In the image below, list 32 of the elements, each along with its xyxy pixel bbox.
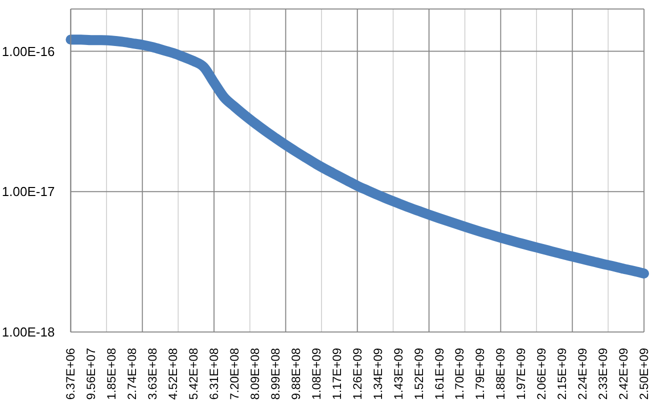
x-tick-label: 2.42E+09: [616, 348, 631, 400]
x-tick-label: 9.56E+07: [84, 348, 98, 400]
y-tick-label: 1.00E-18: [2, 324, 55, 340]
x-tick-label: 2.06E+09: [534, 348, 549, 400]
x-tick-label: 1.79E+09: [473, 348, 488, 400]
x-tick-label: 1.97E+09: [514, 348, 528, 400]
x-tick-label: 1.26E+09: [350, 348, 364, 400]
x-tick-label: 1.70E+09: [452, 348, 467, 400]
x-tick-label: 4.52E+08: [166, 348, 180, 400]
x-tick-label: 2.33E+09: [596, 348, 610, 400]
x-tick-label: 2.24E+09: [576, 348, 590, 400]
x-tick-label: 6.37E+06: [64, 348, 78, 400]
x-tick-label: 2.74E+08: [125, 348, 140, 400]
x-tick-label: 1.52E+09: [412, 348, 426, 400]
x-tick-label: 7.20E+08: [228, 348, 242, 400]
x-tick-label: 3.63E+08: [146, 348, 160, 400]
x-tick-label: 9.88E+08: [288, 348, 303, 400]
y-tick-label: 1.00E-17: [2, 184, 55, 200]
x-tick-label: 1.17E+09: [330, 348, 344, 400]
x-tick-label: 5.42E+08: [186, 348, 201, 400]
x-tick-label: 1.61E+09: [432, 348, 446, 400]
y-tick-label: 1.00E-16: [2, 44, 55, 59]
x-tick-label: 1.85E+08: [104, 348, 119, 400]
x-tick-label: 8.99E+08: [268, 348, 282, 400]
x-tick-label: 1.34E+09: [370, 348, 385, 400]
x-tick-label: 1.43E+09: [391, 348, 406, 400]
x-tick-label: 2.50E+09: [637, 348, 651, 400]
x-tick-label: 8.09E+08: [248, 348, 262, 400]
x-tick-label: 1.88E+09: [494, 348, 508, 400]
x-tick-label: 2.15E+09: [555, 348, 570, 400]
x-tick-label: 6.31E+08: [207, 348, 222, 400]
x-tick-label: 1.08E+09: [309, 348, 324, 400]
